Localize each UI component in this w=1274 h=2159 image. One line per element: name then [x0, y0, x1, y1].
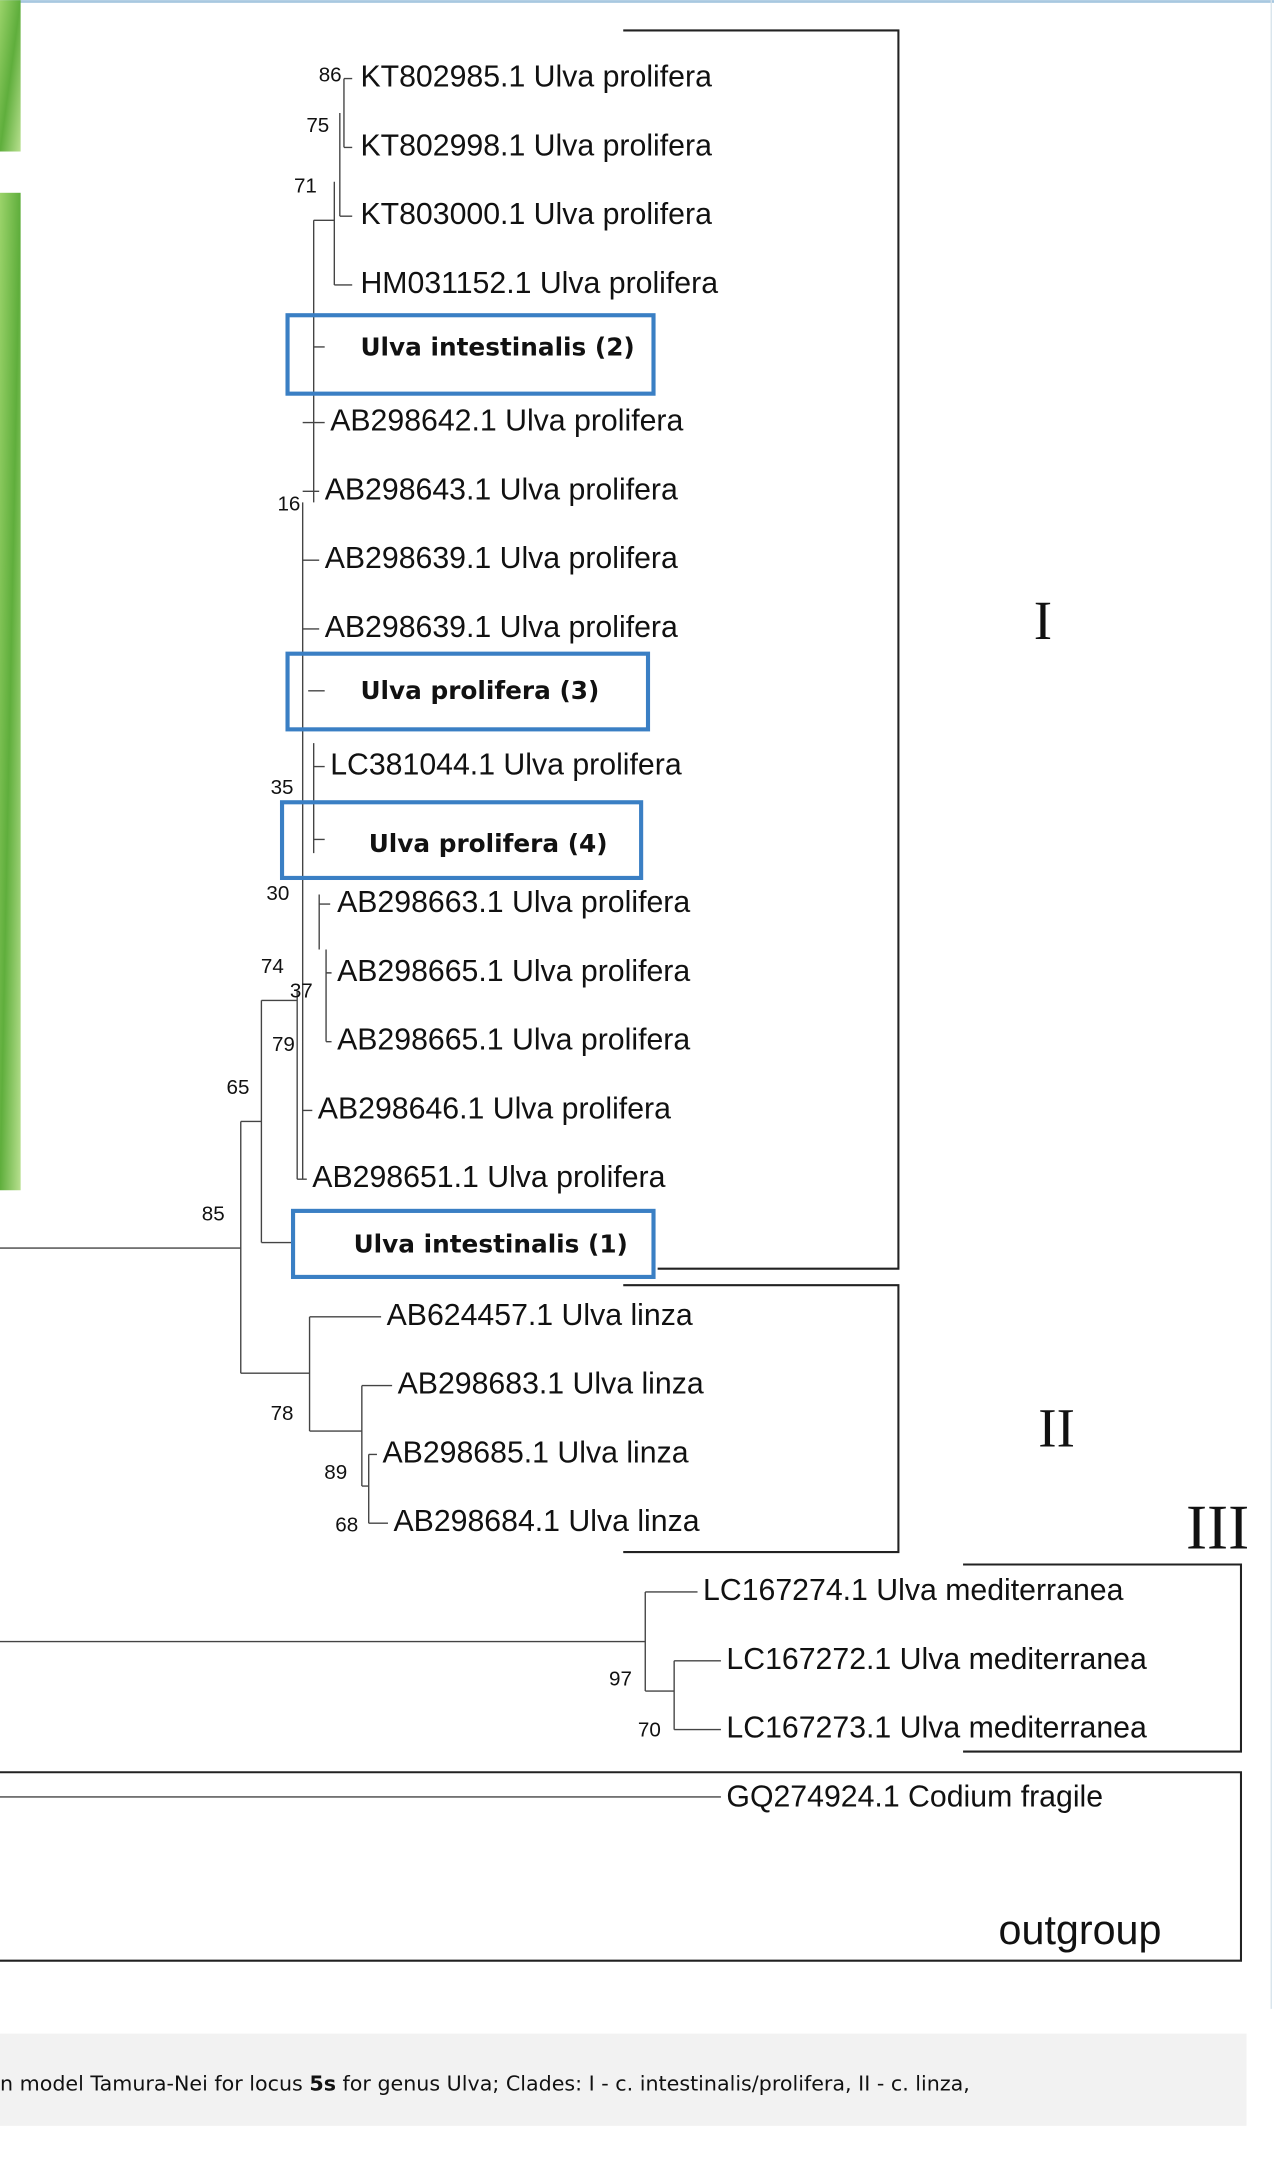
bootstrap-value: 65: [227, 1076, 250, 1099]
taxon-label: LC167274.1 Ulva mediterranea: [703, 1574, 1124, 1607]
taxon-label: LC381044.1 Ulva prolifera: [330, 749, 682, 782]
bootstrap-value: 75: [306, 114, 329, 137]
bootstrap-value: 16: [277, 493, 300, 516]
taxon-label: KT802985.1 Ulva prolifera: [360, 61, 712, 94]
bootstrap-value: 97: [609, 1667, 632, 1690]
bootstrap-value: 78: [271, 1402, 294, 1425]
page: {"taxa": ["KT802985.1 Ulva prolifera", "…: [0, 0, 1274, 2159]
taxon-label: AB298646.1 Ulva prolifera: [318, 1092, 671, 1125]
taxon-label: Ulva prolifera (4): [369, 829, 608, 858]
taxon-label: LC167272.1 Ulva mediterranea: [726, 1643, 1147, 1676]
taxon-label: HM031152.1 Ulva prolifera: [360, 267, 718, 300]
bootstrap-value: 85: [202, 1202, 225, 1225]
taxon-label: AB298639.1 Ulva prolifera: [325, 542, 678, 575]
taxon-label: LC167273.1 Ulva mediterranea: [726, 1712, 1147, 1745]
taxon-label: GQ274924.1 Codium fragile: [726, 1780, 1103, 1813]
taxon-label: KT802998.1 Ulva prolifera: [360, 129, 712, 162]
bootstrap-value: 79: [272, 1033, 295, 1056]
taxon-label: Ulva intestinalis (1): [354, 1229, 628, 1258]
taxon-label: Ulva intestinalis (2): [360, 332, 634, 361]
taxon-label: AB298685.1 Ulva linza: [382, 1436, 688, 1469]
taxon-label: AB298642.1 Ulva prolifera: [330, 405, 683, 438]
figure: n model Tamura-Nei for locus 5s for genu…: [0, 0, 1274, 2159]
taxon-label: AB298665.1 Ulva prolifera: [337, 1024, 690, 1057]
clade-label: I: [1034, 590, 1052, 651]
caption-text: n model Tamura-Nei for locus: [0, 2072, 309, 2096]
bootstrap-value: 71: [294, 175, 317, 198]
taxon-label: AB298683.1 Ulva linza: [398, 1368, 704, 1401]
bootstrap-value: 37: [290, 980, 313, 1003]
taxon-label: KT803000.1 Ulva prolifera: [360, 198, 712, 231]
taxon-label: AB298684.1 Ulva linza: [393, 1505, 699, 1538]
taxon-label: AB298643.1 Ulva prolifera: [325, 473, 678, 506]
caption-bold: 5s: [309, 2072, 336, 2096]
clade-label: III: [1186, 1493, 1249, 1563]
taxon-label: AB298663.1 Ulva prolifera: [337, 886, 690, 919]
bootstrap-value: 68: [335, 1513, 358, 1536]
bootstrap-value: 70: [638, 1718, 661, 1741]
bootstrap-value: 35: [271, 776, 294, 799]
taxon-label: AB298639.1 Ulva prolifera: [325, 611, 678, 644]
bootstrap-value: 86: [319, 63, 342, 86]
bootstrap-value: 89: [324, 1461, 347, 1484]
highlight-boxes: [282, 315, 653, 1277]
caption: n model Tamura-Nei for locus 5s for genu…: [0, 2072, 970, 2096]
bootstrap-value: 30: [266, 882, 289, 905]
photo-strip: [0, 193, 21, 1190]
caption-text: for genus Ulva; Clades: I - c. intestina…: [336, 2072, 970, 2096]
taxon-label: AB298665.1 Ulva prolifera: [337, 955, 690, 988]
taxon-label: Ulva prolifera (3): [360, 676, 599, 705]
taxon-label: AB298651.1 Ulva prolifera: [312, 1161, 665, 1194]
clade-label: II: [1038, 1397, 1075, 1458]
photo-strip: [0, 0, 21, 151]
taxon-label: AB624457.1 Ulva linza: [387, 1299, 693, 1332]
clade-label: outgroup: [999, 1907, 1162, 1953]
bootstrap-value: 74: [261, 955, 284, 978]
